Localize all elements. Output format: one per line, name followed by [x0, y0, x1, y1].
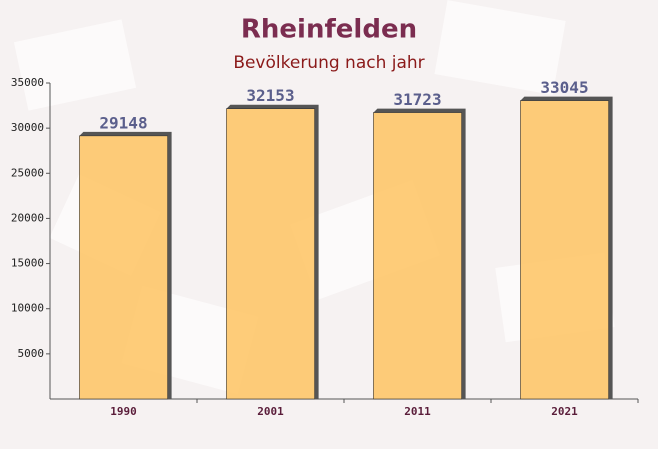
- chart-subtitle: Bevölkerung nach jahr: [233, 53, 424, 73]
- y-tick-label: 35000: [11, 76, 44, 89]
- y-tick-label: 5000: [18, 347, 45, 360]
- value-label: 31723: [393, 90, 441, 109]
- y-tick-label: 25000: [11, 166, 44, 179]
- bar: [226, 108, 315, 400]
- bar: [373, 112, 462, 400]
- value-label: 33045: [540, 78, 588, 97]
- y-tick-label: 20000: [11, 211, 44, 224]
- y-tick-label: 15000: [11, 257, 44, 270]
- x-tick-label: 1990: [110, 405, 137, 418]
- y-tick-label: 10000: [11, 302, 44, 315]
- chart-title: Rheinfelden: [241, 15, 417, 45]
- bar: [79, 135, 168, 400]
- bar: [520, 100, 609, 400]
- y-tick-label: 30000: [11, 121, 44, 134]
- x-tick-label: 2011: [404, 405, 431, 418]
- value-label: 29148: [99, 113, 147, 132]
- value-label: 32153: [246, 86, 294, 105]
- x-tick-label: 2021: [551, 405, 578, 418]
- x-tick-label: 2001: [257, 405, 284, 418]
